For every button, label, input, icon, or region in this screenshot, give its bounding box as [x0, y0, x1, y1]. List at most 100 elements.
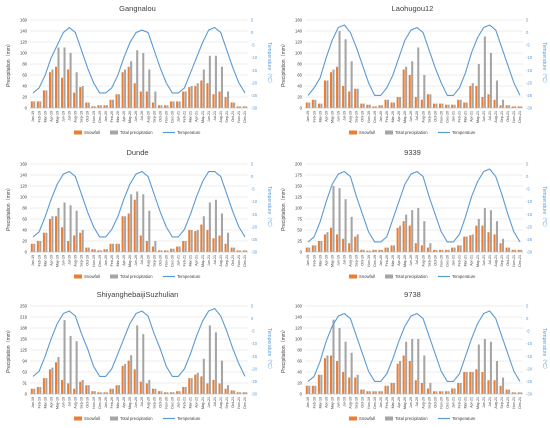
total-precipitation-bar [386, 385, 390, 394]
snowfall-bar [30, 101, 33, 108]
x-tick-label: Dec-20 [446, 111, 450, 123]
snowfall-bar [323, 80, 326, 108]
total-precipitation-bar [136, 191, 139, 252]
snowfall-bar [511, 249, 514, 252]
x-tick-label: Jul-20 [415, 397, 419, 407]
y2-tick-label: -20 [251, 224, 258, 229]
y-tick-label: 80 [22, 206, 27, 211]
total-precipitation-bar [184, 386, 187, 394]
total-precipitation-bar [332, 69, 335, 108]
x-tick-label: Nov-20 [164, 111, 168, 123]
total-precipitation-bar [87, 102, 90, 108]
total-precipitation-bar [453, 388, 456, 394]
x-tick-label: Sep-21 [500, 111, 504, 123]
snowfall-bar [206, 383, 209, 394]
x-tick-label: May-20 [128, 397, 132, 409]
snowfall-bar [121, 216, 124, 252]
y-tick-label: 20 [22, 95, 27, 100]
snowfall-bar [133, 199, 136, 252]
chart-svg: 9738 0 20 40 60 80 100 120 140 160 -30 -25 -20 -15 -10… [281, 290, 547, 421]
total-precipitation-bar [154, 241, 157, 252]
legend-label-total: Total precipitation [120, 416, 153, 421]
x-tick-label: Feb-20 [110, 111, 114, 122]
y2-tick-label: 5 [526, 18, 529, 23]
legend-label-temperature: Temperature [452, 130, 476, 135]
total-precipitation-bar [57, 357, 60, 394]
x-tick-label: Feb-19 [37, 255, 41, 266]
x-tick-label: Apr-20 [397, 111, 401, 122]
total-precipitation-bar [130, 61, 133, 108]
snowfall-bar [505, 247, 508, 252]
total-precipitation-bar [178, 101, 181, 108]
snowfall-bar [127, 66, 130, 108]
y2-tick-label: -25 [526, 93, 533, 98]
total-precipitation-bar [33, 243, 36, 252]
snowfall-bar [390, 102, 393, 108]
snowfall-bar [67, 69, 70, 108]
y-tick-label: 80 [297, 348, 302, 353]
y2-tick-label: -25 [526, 379, 533, 384]
y2-tick-label: 0 [251, 174, 254, 179]
snowfall-bar [408, 361, 411, 394]
legend-swatch-snowfall [349, 416, 357, 421]
total-precipitation-bar [208, 202, 211, 252]
total-precipitation-bar [374, 106, 377, 108]
snowfall-bar [445, 249, 448, 252]
total-precipitation-bar [105, 392, 108, 394]
x-tick-label: Sep-19 [355, 397, 359, 409]
x-tick-label: Jun-19 [62, 111, 66, 122]
x-tick-label: Apr-21 [470, 255, 474, 266]
total-precipitation-bar [338, 328, 341, 394]
y-tick-label: 60 [297, 73, 302, 78]
y2-tick-label: -10 [526, 199, 533, 204]
x-tick-label: Jun-20 [409, 397, 413, 408]
total-precipitation-bar [356, 234, 359, 252]
total-precipitation-bar [51, 69, 54, 108]
total-precipitation-bar [399, 361, 402, 394]
legend-label-temperature: Temperature [177, 416, 201, 421]
x-tick-label: Dec-19 [373, 111, 377, 123]
snowfall-bar [67, 241, 70, 252]
x-tick-label: Jun-20 [134, 397, 138, 408]
snowfall-bar [85, 385, 88, 394]
snowfall-bar [426, 388, 429, 394]
snowfall-bar [511, 106, 514, 108]
x-tick-label: May-21 [476, 255, 480, 267]
x-tick-label: May-21 [201, 397, 205, 409]
snowfall-bar [372, 106, 375, 108]
x-tick-label: Nov-19 [367, 397, 371, 409]
x-tick-label: Oct-19 [361, 111, 365, 122]
snowfall-bar [242, 392, 245, 394]
x-tick-label: Apr-19 [49, 255, 53, 266]
y2-tick-label: -10 [251, 55, 258, 60]
total-precipitation-bar [233, 390, 236, 394]
x-tick-label: Apr-19 [324, 397, 328, 408]
y-axis-title: Precipitation（mm） [6, 185, 12, 231]
y-tick-label: 20 [22, 239, 27, 244]
total-precipitation-bar [87, 247, 90, 252]
legend-label-total: Total precipitation [395, 130, 428, 135]
total-precipitation-bar [489, 53, 492, 108]
y-tick-label: 31 [22, 381, 27, 386]
snowfall-bar [224, 243, 227, 252]
total-precipitation-bar [57, 208, 60, 252]
y-tick-label: 100 [295, 206, 303, 211]
snowfall-bar [451, 104, 454, 108]
snowfall-bar [432, 391, 435, 394]
x-tick-label: Nov-19 [367, 111, 371, 123]
y-tick-label: 140 [20, 29, 28, 34]
snowfall-bar [517, 106, 520, 108]
legend-swatch-snowfall [349, 130, 357, 135]
chart-panel: Gangnalou 0 20 40 60 80 100 120 140 160 -30 -25 -20 -… [0, 0, 275, 142]
legend-label-snowfall: Snowfall [359, 274, 375, 279]
x-tick-label: Aug-19 [349, 255, 353, 267]
snowfall-bar [378, 249, 381, 252]
snowfall-bar [182, 241, 185, 252]
total-precipitation-bar [356, 374, 359, 394]
y-tick-label: 50 [297, 228, 302, 233]
total-precipitation-bar [405, 341, 408, 394]
snowfall-bar [176, 391, 179, 394]
x-tick-label: Jan-21 [452, 255, 456, 266]
y-tick-label: 40 [22, 84, 27, 89]
y-axis-title: Precipitation（mm） [6, 41, 12, 87]
